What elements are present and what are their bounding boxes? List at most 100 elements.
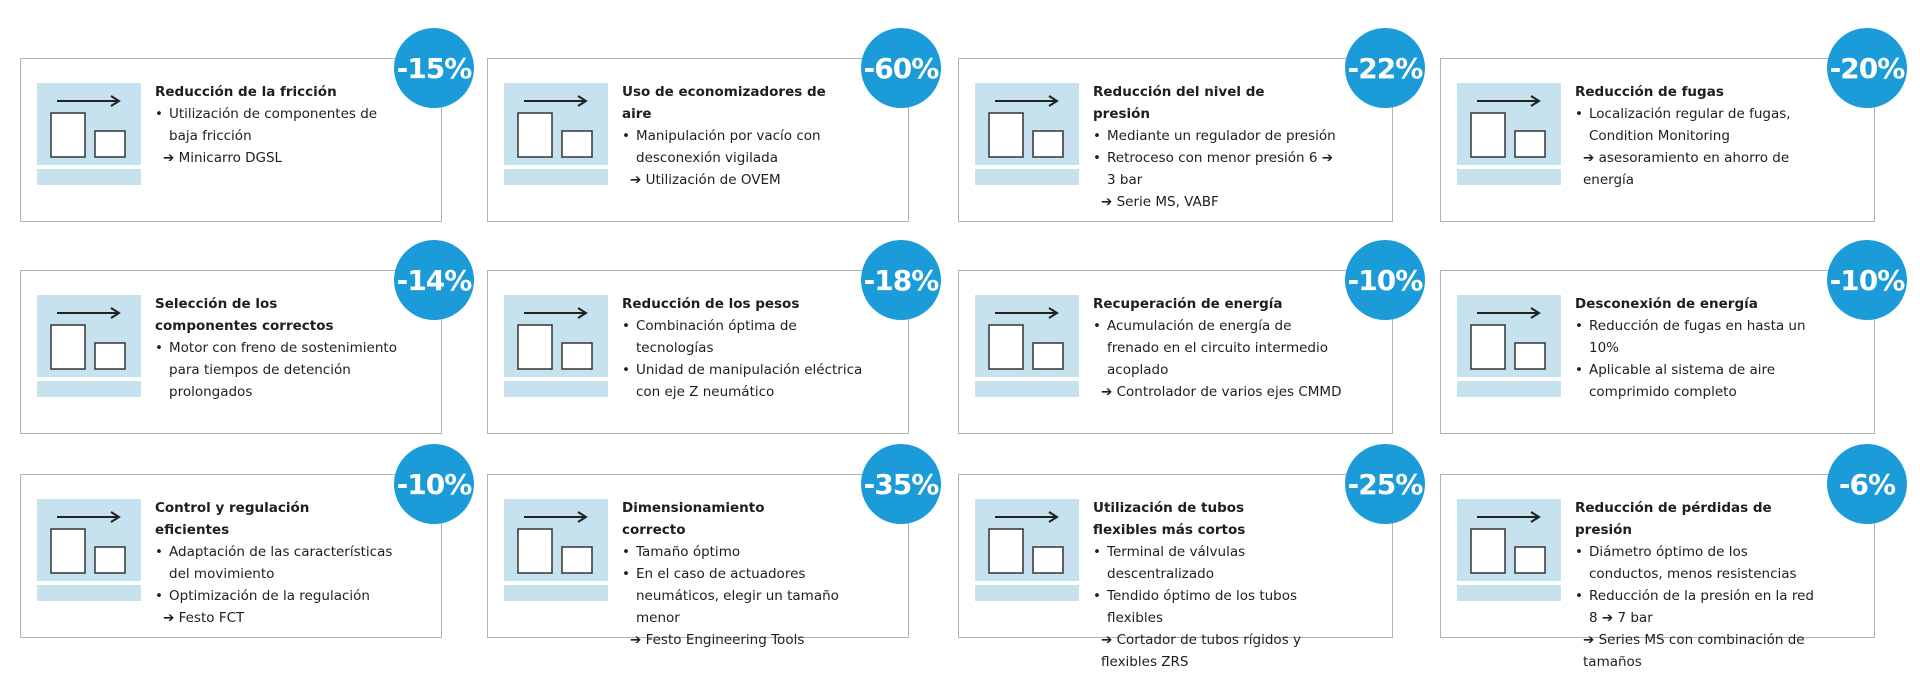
icon: [1457, 499, 1561, 601]
bullet-note: ➔ Series MS con combinación de tamaños: [1583, 632, 1805, 670]
savings-badge: -6%: [1827, 444, 1907, 524]
bullet: Mediante un regulador de presión: [1093, 125, 1343, 147]
bullet: Diámetro óptimo de los conductos, menos …: [1575, 541, 1825, 585]
card-text: Uso de economizadores de aireManipulació…: [622, 81, 872, 191]
bullet: Retroceso con menor presión 6 ➔ 3 bar: [1093, 147, 1343, 191]
icon: [1457, 295, 1561, 397]
bullet-note: ➔ Festo Engineering Tools: [630, 632, 805, 648]
bullet-note: ➔ Minicarro DGSL: [163, 150, 283, 166]
card-text: Control y regulación eficientesAdaptació…: [155, 497, 405, 629]
icon: [975, 499, 1079, 601]
bullet: Unidad de manipulación eléctrica con eje…: [622, 359, 872, 403]
icon: [37, 83, 141, 185]
bullet-note: ➔ Serie MS, VABF: [1101, 194, 1219, 210]
icon-graphic: [975, 511, 1079, 585]
icon-graphic: [975, 307, 1079, 381]
card-title: Uso de economizadores de aire: [622, 84, 826, 122]
card-text: Selección de los componentes correctosMo…: [155, 293, 405, 403]
card: Reducción de los pesos Combinación óptima…: [487, 270, 909, 434]
icon-graphic: [504, 307, 608, 381]
card-title: Utilización de tubos flexibles más corto…: [1093, 500, 1246, 538]
card: Uso de economizadores de aireManipulació…: [487, 58, 909, 222]
icon: [975, 83, 1079, 185]
icon: [504, 295, 608, 397]
bullet: Localización regular de fugas, Condition…: [1575, 103, 1825, 147]
card-title: Reducción de la fricción: [155, 84, 337, 100]
icon: [37, 499, 141, 601]
bullet: Aplicable al sistema de aire comprimido …: [1575, 359, 1825, 403]
card-text: Reducción de pérdidas de presiónDiámetro…: [1575, 497, 1825, 673]
card-text: Utilización de tubos flexibles más corto…: [1093, 497, 1343, 673]
icon-graphic: [504, 511, 608, 585]
card-title: Selección de los componentes correctos: [155, 296, 334, 334]
savings-badge: -25%: [1345, 444, 1425, 524]
bullet-note: ➔ Cortador de tubos rígidos y flexibles …: [1101, 632, 1302, 670]
bullet: Combinación óptima de tecnologías: [622, 315, 872, 359]
card: Control y regulación eficientesAdaptació…: [20, 474, 442, 638]
savings-badge: -10%: [1827, 240, 1907, 320]
card: Reducción de la fricción Utilización de c…: [20, 58, 442, 222]
bullet: Tamaño óptimo: [622, 541, 872, 563]
card-text: Reducción de los pesos Combinación óptima…: [622, 293, 872, 403]
card-title: Reducción de los pesos: [622, 296, 800, 312]
icon-graphic: [1457, 307, 1561, 381]
card-title: Reducción del nivel de presión: [1093, 84, 1265, 122]
card-title: Reducción de fugas: [1575, 84, 1724, 100]
card: Utilización de tubos flexibles más corto…: [958, 474, 1393, 670]
card: Dimensionamiento correcto Tamaño óptimoEn…: [487, 474, 909, 648]
bullet: Reducción de la presión en la red 8 ➔ 7 …: [1575, 585, 1825, 629]
card-text: Reducción del nivel de presión Mediante u…: [1093, 81, 1343, 213]
bullet-note: ➔ asesoramiento en ahorro de energía: [1583, 150, 1790, 188]
card-text: Dimensionamiento correcto Tamaño óptimoEn…: [622, 497, 872, 651]
card: Recuperación de energía Acumulación de en…: [958, 270, 1393, 434]
icon: [37, 295, 141, 397]
icon-graphic: [975, 95, 1079, 169]
card-title: Reducción de pérdidas de presión: [1575, 500, 1772, 538]
card-text: Reducción de la fricción Utilización de c…: [155, 81, 405, 169]
bullet-note: ➔ Festo FCT: [163, 610, 245, 626]
savings-badge: -10%: [1345, 240, 1425, 320]
bullet: Acumulación de energía de frenado en el …: [1093, 315, 1343, 381]
bullet: Terminal de válvulas descentralizado: [1093, 541, 1343, 585]
icon: [504, 83, 608, 185]
card: Desconexión de energía Reducción de fugas…: [1440, 270, 1875, 434]
card-text: Desconexión de energía Reducción de fugas…: [1575, 293, 1825, 403]
savings-badge: -14%: [394, 240, 474, 320]
savings-badge: -18%: [861, 240, 941, 320]
icon: [1457, 83, 1561, 185]
bullet: Utilización de componentes de baja fricc…: [155, 103, 405, 147]
icon-graphic: [37, 95, 141, 169]
icon-graphic: [1457, 511, 1561, 585]
card-text: Reducción de fugas Localización regular d…: [1575, 81, 1825, 191]
savings-badge: -35%: [861, 444, 941, 524]
bullet: Tendido óptimo de los tubos flexibles: [1093, 585, 1343, 629]
bullet: En el caso de actuadores neumáticos, ele…: [622, 563, 872, 629]
bullet: Manipulación por vacío con desconexión v…: [622, 125, 872, 169]
bullet: Adaptación de las características del mo…: [155, 541, 405, 585]
icon-graphic: [1457, 95, 1561, 169]
icon: [975, 295, 1079, 397]
card-title: Dimensionamiento correcto: [622, 500, 765, 538]
icon: [504, 499, 608, 601]
icon-graphic: [37, 511, 141, 585]
bullet: Reducción de fugas en hasta un 10%: [1575, 315, 1825, 359]
card: Reducción del nivel de presión Mediante u…: [958, 58, 1393, 222]
bullet: Optimización de la regulación: [155, 585, 405, 607]
card-text: Recuperación de energía Acumulación de en…: [1093, 293, 1343, 403]
savings-badge: -10%: [394, 444, 474, 524]
savings-badge: -20%: [1827, 28, 1907, 108]
bullet: Motor con freno de sostenimiento para ti…: [155, 337, 405, 403]
icon-graphic: [37, 307, 141, 381]
card: Selección de los componentes correctosMo…: [20, 270, 442, 434]
savings-badge: -60%: [861, 28, 941, 108]
savings-badge: -22%: [1345, 28, 1425, 108]
card-title: Recuperación de energía: [1093, 296, 1283, 312]
card: Reducción de pérdidas de presiónDiámetro…: [1440, 474, 1875, 670]
bullet-note: ➔ Controlador de varios ejes CMMD: [1101, 384, 1342, 400]
card-title: Control y regulación eficientes: [155, 500, 310, 538]
card-title: Desconexión de energía: [1575, 296, 1758, 312]
bullet-note: ➔ Utilización de OVEM: [630, 172, 781, 188]
savings-badge: -15%: [394, 28, 474, 108]
icon-graphic: [504, 95, 608, 169]
